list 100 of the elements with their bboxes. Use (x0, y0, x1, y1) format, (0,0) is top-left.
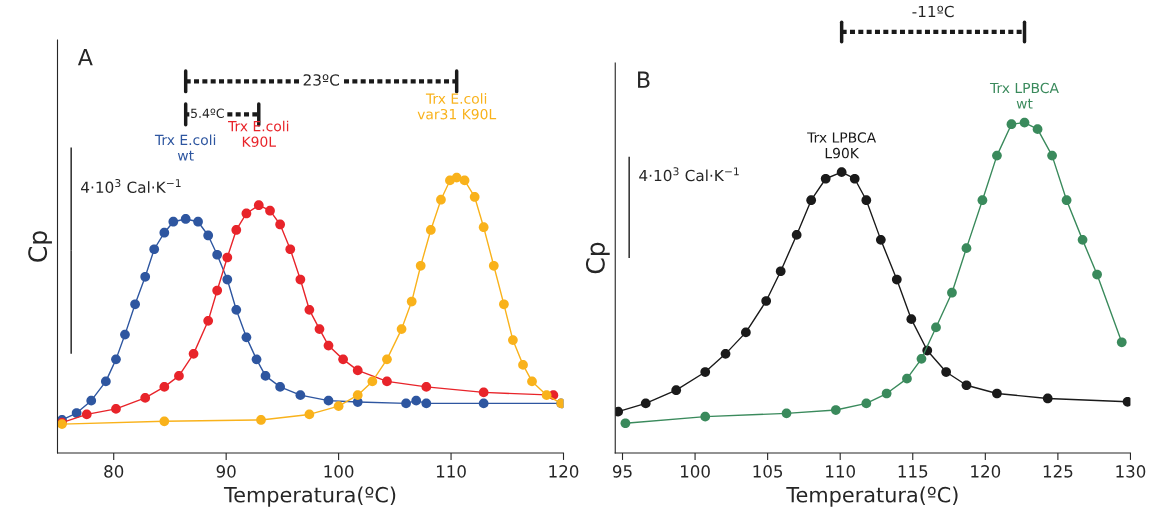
x-tick-label: 120 (549, 465, 579, 478)
point (212, 285, 223, 296)
series-label: Trx LPBCA L90K (807, 132, 877, 159)
point (961, 243, 972, 253)
point (1061, 195, 1072, 206)
point (382, 376, 392, 387)
point (140, 393, 151, 403)
x-tick-label: 120 (971, 465, 1001, 478)
point (149, 244, 160, 255)
point (806, 195, 817, 206)
point (275, 219, 285, 230)
point (251, 354, 262, 365)
point (916, 353, 927, 364)
point (367, 376, 378, 387)
point (451, 172, 462, 183)
series-label: Trx LPBCA wt (989, 82, 1059, 109)
point (352, 390, 363, 401)
point (902, 373, 912, 384)
point (1077, 235, 1088, 245)
chart-title: A (77, 48, 93, 66)
point (159, 416, 170, 427)
point (830, 405, 841, 415)
point (159, 382, 170, 392)
point (488, 260, 499, 271)
point (275, 382, 285, 392)
point (700, 367, 711, 377)
text: Trx E.coli K90L (228, 120, 289, 147)
point (761, 296, 772, 306)
point (168, 216, 179, 227)
point (222, 274, 233, 285)
point (323, 340, 334, 351)
point (241, 332, 252, 343)
point (411, 395, 422, 406)
point (231, 304, 242, 315)
point (1042, 393, 1053, 404)
point (875, 235, 886, 245)
text: Trx E.coli var31 K90L (417, 93, 497, 120)
point (459, 175, 470, 186)
point (401, 398, 411, 409)
point (304, 304, 315, 315)
point (478, 222, 489, 233)
point (285, 244, 296, 255)
point (947, 287, 957, 298)
point (791, 230, 802, 240)
point (314, 324, 325, 334)
point (338, 354, 348, 365)
point (71, 408, 82, 418)
y-axis-title: Cp (585, 242, 610, 274)
point (253, 200, 264, 211)
point (81, 409, 92, 420)
point (212, 249, 223, 260)
point (140, 271, 151, 282)
point (231, 225, 242, 235)
point (906, 314, 917, 325)
point (541, 390, 552, 401)
point (620, 418, 631, 429)
x-tick-label: 115 (898, 465, 928, 478)
point (323, 395, 334, 406)
point (188, 349, 199, 359)
point (86, 395, 97, 406)
point (100, 376, 111, 387)
point (333, 401, 344, 412)
point (1047, 150, 1057, 161)
x-tick-label: 110 (826, 465, 855, 478)
point (295, 274, 306, 285)
point (241, 208, 252, 219)
point (1019, 117, 1030, 128)
point (700, 411, 711, 422)
point (180, 214, 191, 224)
point (436, 194, 446, 205)
point (352, 365, 363, 376)
point (425, 225, 436, 235)
y-axis-title: Cp (28, 231, 52, 262)
point (992, 150, 1002, 161)
point (159, 227, 170, 238)
point (203, 315, 214, 326)
chart-title: B (638, 71, 650, 88)
point (111, 354, 121, 365)
x-axis-title: Temperatura(ºC) (786, 486, 958, 507)
point (720, 349, 731, 359)
point (861, 195, 872, 206)
point (421, 398, 432, 409)
point (836, 167, 847, 177)
x-tick-label: 100 (324, 465, 354, 478)
point (961, 380, 972, 391)
point (992, 388, 1002, 399)
point (881, 388, 892, 399)
point (508, 335, 518, 345)
point (640, 398, 651, 409)
x-tick-label: 80 (104, 465, 124, 478)
point (256, 415, 266, 425)
point (977, 195, 988, 206)
point (1032, 124, 1043, 135)
text: 5.4ºC (191, 108, 224, 118)
point (478, 387, 489, 398)
point (260, 371, 271, 381)
point (222, 252, 233, 263)
point (130, 299, 140, 310)
point (781, 408, 792, 419)
point (478, 398, 489, 409)
